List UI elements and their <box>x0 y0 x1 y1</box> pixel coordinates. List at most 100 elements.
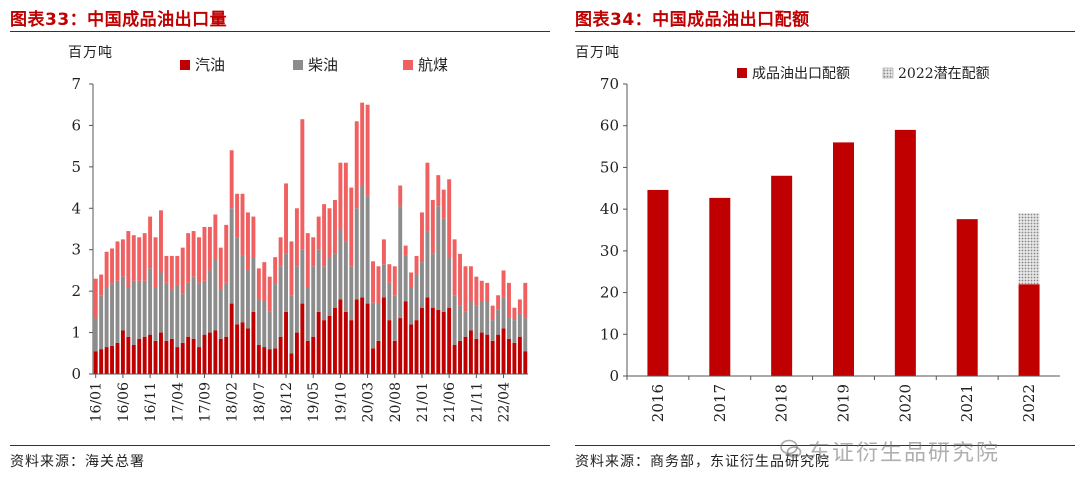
legend-label: 航煤 <box>418 56 448 74</box>
bar-segment-航煤 <box>191 231 196 277</box>
x-tick-label: 16/11 <box>143 382 159 422</box>
bar-segment-汽油 <box>403 301 408 374</box>
bar-segment-航煤 <box>387 264 392 283</box>
source-rule <box>575 445 1075 446</box>
bar-segment-柴油 <box>229 208 234 304</box>
bar-segment-柴油 <box>414 274 419 321</box>
bar-成品油出口配额-2020 <box>894 129 916 376</box>
x-tick-label: 20/08 <box>388 382 404 422</box>
bar-segment-汽油 <box>175 347 180 374</box>
legend-label: 柴油 <box>308 56 338 74</box>
legend-swatch-柴油 <box>293 60 303 70</box>
bar-segment-柴油 <box>240 255 245 323</box>
bar-segment-航煤 <box>468 266 473 302</box>
bar-segment-汽油 <box>131 345 136 374</box>
bar-2022潜在配额-2022 <box>1018 213 1040 285</box>
bar-segment-汽油 <box>490 340 495 374</box>
bar-segment-航煤 <box>224 224 229 283</box>
bar-segment-汽油 <box>338 299 343 374</box>
bar-segment-航煤 <box>458 253 462 306</box>
x-tick-label: 2021 <box>958 384 976 422</box>
bar-成品油出口配额-2019 <box>833 142 854 376</box>
bar-segment-航煤 <box>169 255 174 290</box>
bar-segment-航煤 <box>371 261 375 303</box>
bar-segment-航煤 <box>523 282 528 319</box>
bar-segment-汽油 <box>387 320 392 374</box>
y-axis-unit: 百万吨 <box>575 45 620 61</box>
bar-segment-汽油 <box>207 332 212 374</box>
bar-segment-航煤 <box>381 239 386 265</box>
bar-segment-柴油 <box>425 231 430 298</box>
y-axis-unit: 百万吨 <box>68 45 113 61</box>
y-tick-label: 3 <box>71 241 81 259</box>
bar-segment-航煤 <box>256 268 261 300</box>
bar-segment-航煤 <box>131 235 136 281</box>
bar-segment-柴油 <box>213 260 218 331</box>
bar-segment-航煤 <box>409 272 414 287</box>
y-tick-label: 2 <box>71 282 81 300</box>
bar-segment-柴油 <box>468 301 473 331</box>
bar-segment-航煤 <box>267 276 272 312</box>
bar-segment-柴油 <box>273 284 278 349</box>
bar-segment-柴油 <box>284 253 288 312</box>
bar-segment-航煤 <box>327 208 332 258</box>
bar-segment-汽油 <box>110 345 114 374</box>
y-tick-label: 40 <box>600 200 619 218</box>
bar-segment-汽油 <box>267 349 272 374</box>
y-tick-label: 10 <box>600 325 619 343</box>
bar-segment-汽油 <box>246 328 250 374</box>
watermark: 东证衍生品研究院 <box>808 441 1001 466</box>
bar-segment-航煤 <box>490 305 495 321</box>
bar-segment-柴油 <box>120 276 125 331</box>
bar-segment-汽油 <box>463 336 468 374</box>
bar-segment-汽油 <box>485 334 490 374</box>
bar-segment-汽油 <box>213 330 218 374</box>
bar-segment-航煤 <box>278 237 283 267</box>
bar-segment-航煤 <box>300 119 305 250</box>
bar-segment-航煤 <box>485 282 490 302</box>
bar-segment-汽油 <box>126 336 131 374</box>
bar-segment-航煤 <box>142 233 147 281</box>
bar-segment-柴油 <box>191 276 196 339</box>
bar-segment-汽油 <box>186 336 191 374</box>
chart-title: 图表33：中国成品油出口量 <box>10 10 228 30</box>
x-tick-label: 17/09 <box>197 382 213 422</box>
bar-segment-柴油 <box>235 237 240 325</box>
x-tick-label: 16/01 <box>89 382 105 422</box>
bar-segment-柴油 <box>365 195 370 304</box>
source-rule <box>10 445 550 446</box>
y-tick-label: 70 <box>600 75 619 93</box>
bar-segment-航煤 <box>333 200 337 254</box>
source-note: 资料来源：海关总署 <box>10 454 145 470</box>
bar-segment-航煤 <box>289 241 294 296</box>
bar-segment-柴油 <box>202 280 207 335</box>
bar-segment-柴油 <box>142 280 147 337</box>
bar-segment-航煤 <box>354 121 359 209</box>
bar-segment-汽油 <box>218 338 223 374</box>
bar-segment-柴油 <box>333 253 337 308</box>
bar-segment-柴油 <box>207 270 212 333</box>
bar-segment-柴油 <box>93 318 98 352</box>
y-tick-label: 20 <box>600 284 619 302</box>
bar-segment-航煤 <box>246 212 250 271</box>
bar-segment-汽油 <box>251 311 256 374</box>
bar-segment-汽油 <box>169 338 174 374</box>
bar-segment-航煤 <box>262 262 267 302</box>
bar-segment-航煤 <box>110 248 114 284</box>
legend-swatch-成品油出口配额 <box>737 68 747 78</box>
legend-swatch-航煤 <box>403 60 413 70</box>
bar-segment-汽油 <box>354 299 359 374</box>
bar-segment-汽油 <box>376 340 381 374</box>
bar-segment-柴油 <box>387 282 392 321</box>
bar-segment-汽油 <box>99 349 104 374</box>
bar-segment-柴油 <box>474 305 479 339</box>
bar-segment-汽油 <box>458 340 462 374</box>
y-tick-label: 5 <box>71 158 81 176</box>
bar-segment-汽油 <box>202 334 207 374</box>
bar-segment-汽油 <box>343 311 348 374</box>
x-tick-label: 19/05 <box>306 382 322 422</box>
bar-segment-汽油 <box>414 320 419 374</box>
bar-segment-航煤 <box>240 193 245 256</box>
chart-panel-export-quota: 图表34：中国成品油出口配额 百万吨 0 10 20 30 40 50 60 70 2016 20… <box>565 0 1080 495</box>
x-tick-label: 2019 <box>835 384 853 422</box>
